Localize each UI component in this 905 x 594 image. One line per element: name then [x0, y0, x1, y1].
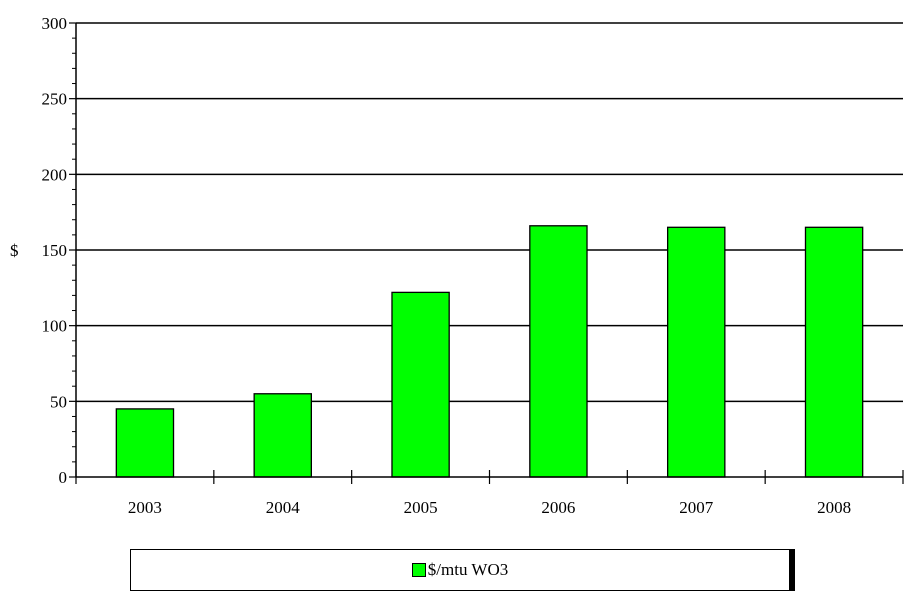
y-axis-ticks: 0 50 100 150 200 250 300 — [42, 14, 76, 487]
bar-2007 — [666, 226, 726, 478]
y-tick-label: 0 — [59, 468, 68, 487]
x-tick-label: 2003 — [128, 498, 162, 517]
bar-2005 — [391, 291, 450, 478]
y-tick-label: 300 — [42, 14, 68, 33]
y-tick-label: 250 — [42, 90, 68, 109]
legend-swatch — [411, 563, 426, 577]
y-tick-label: 200 — [42, 165, 68, 184]
legend-label: $/mtu WO3 — [427, 560, 509, 579]
bar-2006 — [529, 225, 588, 478]
x-tick-label: 2004 — [266, 498, 301, 517]
bar-2003 — [115, 408, 175, 478]
gridlines — [76, 22, 903, 403]
legend-entry: $/mtu WO3 — [411, 560, 509, 580]
y-tick-label: 50 — [50, 392, 67, 411]
x-tick-label: 2005 — [404, 498, 438, 517]
x-tick-label: 2006 — [541, 498, 575, 517]
bars — [115, 225, 864, 478]
x-axis-ticks: 2003 2004 2005 2006 2007 2008 — [75, 470, 904, 517]
y-tick-label: 100 — [42, 317, 68, 336]
x-tick-label: 2007 — [679, 498, 714, 517]
x-tick-label: 2008 — [817, 498, 851, 517]
bar-2004 — [253, 393, 313, 478]
y-axis-title: $ — [10, 241, 19, 260]
legend: $/mtu WO3 — [130, 549, 790, 591]
bar-2008 — [804, 226, 864, 478]
y-tick-label: 150 — [42, 241, 68, 260]
